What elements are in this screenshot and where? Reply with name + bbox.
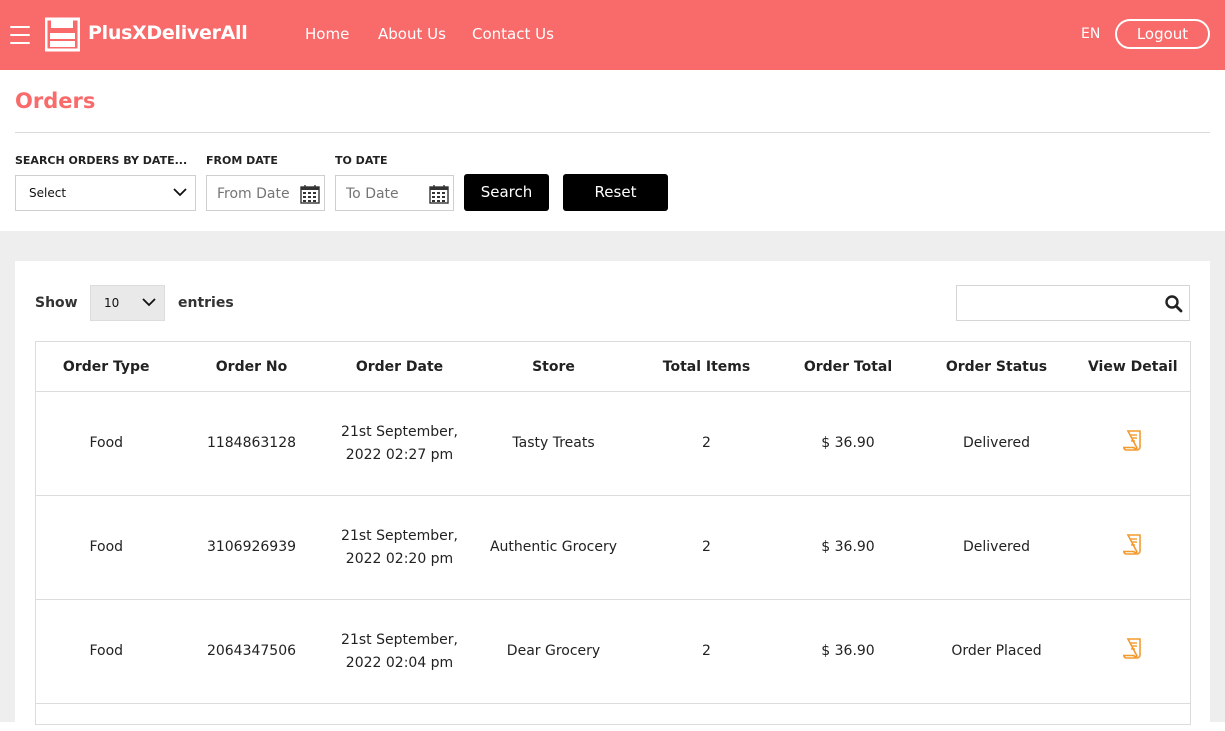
order-total-cell: $ 36.90 bbox=[778, 391, 918, 496]
order-no-cell: 1184863128 bbox=[176, 391, 327, 496]
to-date-label: TO DATE bbox=[335, 154, 388, 167]
total-items-cell: 2 bbox=[634, 599, 779, 704]
order-total-cell: $ 36.90 bbox=[778, 495, 918, 600]
to-date-input[interactable] bbox=[344, 178, 428, 210]
order-status-cell: Delivered bbox=[917, 391, 1076, 496]
table-row: Food 3106926939 21st September, 2022 02:… bbox=[35, 495, 1191, 600]
nav-about-us[interactable]: About Us bbox=[378, 25, 446, 43]
search-button[interactable]: Search bbox=[464, 174, 549, 211]
entries-value: 10 bbox=[104, 296, 120, 310]
table-row: Food 1184863128 21st September, 2022 02:… bbox=[35, 391, 1191, 496]
chevron-down-icon bbox=[173, 188, 187, 197]
hamburger-menu-icon[interactable] bbox=[10, 26, 30, 44]
store-cell: Dear Grocery bbox=[472, 599, 635, 704]
column-header[interactable]: Order Total bbox=[778, 341, 918, 392]
view-detail-cell bbox=[1075, 599, 1191, 704]
divider bbox=[15, 132, 1210, 133]
search-by-date-select[interactable]: Select bbox=[15, 175, 196, 211]
column-header[interactable]: Order Status bbox=[917, 341, 1076, 392]
brand-name[interactable]: PlusXDeliverAll bbox=[88, 22, 248, 44]
column-header[interactable]: Order No bbox=[176, 341, 327, 392]
to-date-field[interactable] bbox=[335, 175, 454, 211]
from-date-field[interactable] bbox=[206, 175, 325, 211]
order-date-cell: 21st September, 2022 02:20 pm bbox=[326, 495, 473, 600]
store-cell: Tasty Treats bbox=[472, 391, 635, 496]
calendar-icon[interactable] bbox=[300, 184, 320, 204]
table-row: Food 2064347506 21st September, 2022 02:… bbox=[35, 599, 1191, 704]
column-header[interactable]: View Detail bbox=[1075, 341, 1191, 392]
column-header[interactable]: Order Date bbox=[326, 341, 473, 392]
orders-table: Order Type Order No Order Date Store Tot… bbox=[35, 341, 1191, 725]
table-search-input[interactable] bbox=[963, 288, 1167, 320]
view-detail-cell bbox=[1075, 495, 1191, 600]
reset-button[interactable]: Reset bbox=[563, 174, 668, 211]
entries-select[interactable]: 10 bbox=[90, 285, 165, 321]
order-no-cell: 2064347506 bbox=[176, 599, 327, 704]
logout-button[interactable]: Logout bbox=[1115, 19, 1210, 49]
search-icon[interactable] bbox=[1164, 294, 1184, 314]
total-items-cell: 2 bbox=[634, 495, 779, 600]
chevron-down-icon bbox=[142, 298, 156, 307]
select-value: Select bbox=[29, 186, 67, 200]
order-date-cell: 21st September, 2022 02:27 pm bbox=[326, 391, 473, 496]
order-no-cell: 3106926939 bbox=[176, 495, 327, 600]
store-cell: Authentic Grocery bbox=[472, 495, 635, 600]
invoice-icon[interactable] bbox=[1122, 637, 1143, 659]
order-status-cell: Order Placed bbox=[917, 599, 1076, 704]
table-search-field[interactable] bbox=[956, 285, 1190, 321]
page-title: Orders bbox=[15, 89, 96, 113]
table-row-partial bbox=[35, 703, 1191, 725]
column-header[interactable]: Order Type bbox=[35, 341, 177, 392]
brand-logo-icon[interactable] bbox=[45, 17, 80, 52]
order-date-cell: 21st September, 2022 02:04 pm bbox=[326, 599, 473, 704]
total-items-cell: 2 bbox=[634, 391, 779, 496]
entries-label: entries bbox=[178, 295, 234, 311]
view-detail-cell bbox=[1075, 391, 1191, 496]
language-selector[interactable]: EN bbox=[1081, 26, 1101, 42]
column-header[interactable]: Total Items bbox=[634, 341, 779, 392]
nav-home[interactable]: Home bbox=[305, 25, 350, 43]
invoice-icon[interactable] bbox=[1122, 533, 1143, 555]
order-type-cell: Food bbox=[35, 495, 177, 600]
calendar-icon[interactable] bbox=[429, 184, 449, 204]
table-header-row: Order Type Order No Order Date Store Tot… bbox=[35, 341, 1191, 392]
search-by-date-label: SEARCH ORDERS BY DATE... bbox=[15, 154, 188, 167]
from-date-input[interactable] bbox=[215, 178, 299, 210]
nav-contact-us[interactable]: Contact Us bbox=[472, 25, 554, 43]
table-row bbox=[35, 703, 1191, 725]
order-type-cell: Food bbox=[35, 599, 177, 704]
column-header[interactable]: Store bbox=[472, 341, 635, 392]
from-date-label: FROM DATE bbox=[206, 154, 278, 167]
show-label: Show bbox=[35, 295, 78, 311]
top-navbar: PlusXDeliverAll Home About Us Contact Us… bbox=[0, 0, 1225, 70]
order-type-cell: Food bbox=[35, 391, 177, 496]
order-total-cell: $ 36.90 bbox=[778, 599, 918, 704]
order-status-cell: Delivered bbox=[917, 495, 1076, 600]
invoice-icon[interactable] bbox=[1122, 429, 1143, 451]
